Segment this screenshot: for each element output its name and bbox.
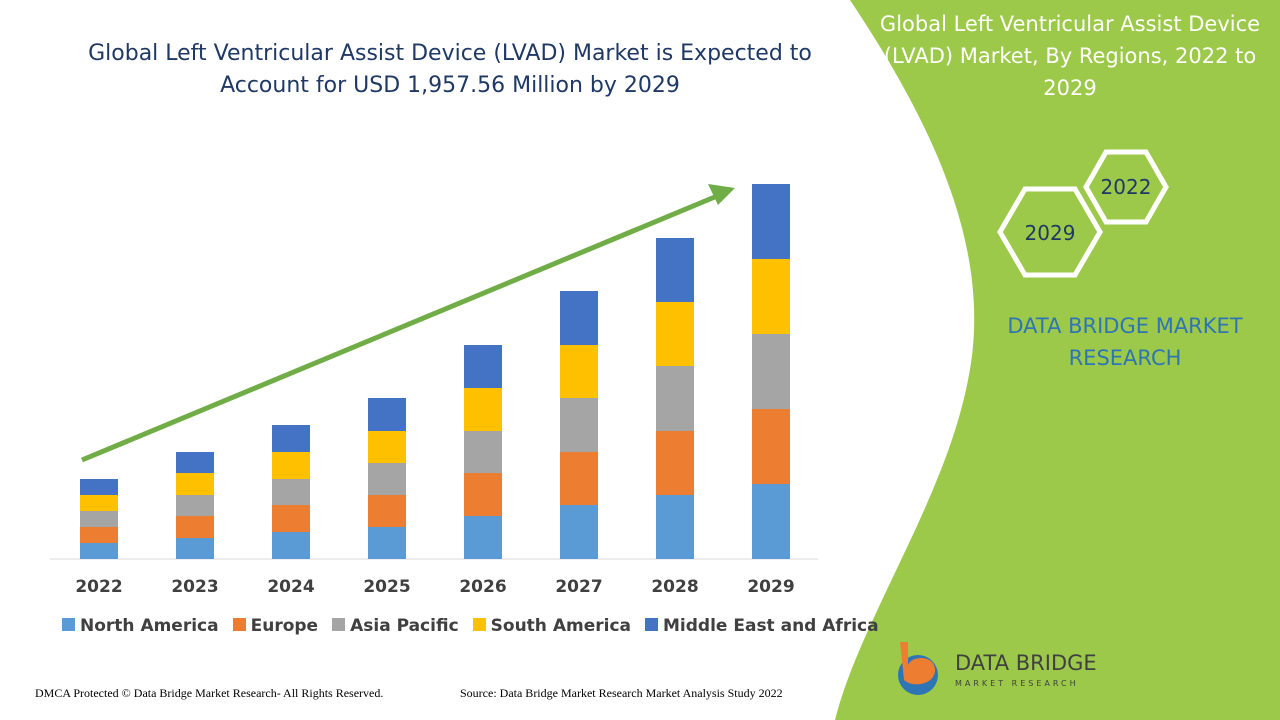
- arrow-head: [708, 184, 735, 205]
- bar-segment: [80, 495, 118, 511]
- x-tick-label: 2024: [267, 577, 314, 597]
- x-tick-label: 2023: [171, 577, 218, 597]
- x-tick-label: 2027: [555, 577, 602, 597]
- bar-segment: [176, 538, 214, 559]
- hexagon: [1083, 149, 1169, 225]
- bar-segment: [752, 484, 790, 559]
- hexagon: [997, 186, 1103, 278]
- bar-segment: [80, 479, 118, 495]
- bar-segment: [176, 473, 214, 495]
- legend-swatch: [62, 618, 75, 631]
- bar-segment: [656, 366, 694, 431]
- footer-dmca: DMCA Protected © Data Bridge Market Rese…: [35, 686, 384, 700]
- bar-segment: [464, 345, 502, 388]
- legend-swatch: [472, 618, 486, 631]
- side-panel: [835, 0, 1280, 720]
- footer-source: Source: Data Bridge Market Research Mark…: [460, 686, 783, 700]
- bar-segment: [368, 431, 406, 463]
- legend: North America Europe Asia Pacific South Ame…: [62, 616, 879, 636]
- bar-segment: [272, 505, 310, 532]
- x-tick-label: 2028: [651, 577, 698, 597]
- bar-segment: [368, 463, 406, 495]
- logo-tagline: MARKET RESEARCH: [955, 679, 1079, 688]
- x-tick-label: 2029: [747, 577, 794, 597]
- bar-segment: [656, 302, 694, 366]
- legend-item: Middle East and Africa: [645, 616, 879, 636]
- legend-item: South America: [472, 616, 631, 636]
- bar-segment: [464, 516, 502, 559]
- legend-label: Middle East and Africa: [663, 616, 879, 636]
- bar-segment: [80, 527, 118, 543]
- hexagon-label: 2029: [1025, 221, 1076, 245]
- x-tick-label: 2025: [363, 577, 410, 597]
- legend-item: Asia Pacific: [332, 616, 459, 636]
- logo-mark: [900, 642, 935, 685]
- legend-swatch: [332, 618, 346, 631]
- bar-segment: [368, 495, 406, 527]
- bar-segment: [272, 425, 310, 452]
- trend-arrow: [81, 191, 723, 463]
- bar-segment: [368, 398, 406, 431]
- bar-segment: [464, 473, 502, 516]
- bar-segment: [368, 527, 406, 559]
- legend-label: South America: [490, 616, 631, 636]
- bar-segment: [560, 398, 598, 452]
- legend-swatch: [645, 618, 658, 631]
- bar-segment: [176, 495, 214, 516]
- legend-label: Europe: [250, 616, 319, 636]
- bar-segment: [656, 431, 694, 495]
- bar-segment: [752, 184, 790, 259]
- bar-segment: [752, 259, 790, 334]
- bar-segment: [464, 388, 502, 431]
- bar-segment: [176, 516, 214, 538]
- bar-segment: [560, 345, 598, 398]
- bar-segment: [464, 431, 502, 473]
- brand: DATA BRIDGE MARKET RESEARCH: [1007, 314, 1243, 370]
- bar-segment: [560, 452, 598, 505]
- bar-segment: [656, 495, 694, 559]
- bar-segment: [272, 532, 310, 559]
- legend-item: Europe: [232, 616, 319, 636]
- bar-segment: [656, 238, 694, 302]
- logo-name: DATA BRIDGE: [955, 651, 1097, 675]
- panel-title: Global Left Ventricular Assist Device (L…: [879, 12, 1261, 100]
- x-tick-label: 2026: [459, 577, 506, 597]
- bar-segment: [752, 409, 790, 484]
- bar-segment: [80, 511, 118, 527]
- bar-segment: [176, 452, 214, 473]
- plot: 2022 2023 2024 2025 2026 2027 2028 2029: [75, 184, 795, 597]
- bar-segment: [560, 505, 598, 559]
- bar-segment: [752, 334, 790, 409]
- legend-label: North America: [80, 616, 219, 636]
- legend-swatch: [232, 618, 246, 631]
- hexagon-label: 2022: [1101, 175, 1152, 199]
- bar-segment: [272, 452, 310, 479]
- logo: DATA BRIDGE MARKET RESEARCH: [898, 642, 1097, 695]
- legend-item: North America: [62, 616, 219, 636]
- legend-label: Asia Pacific: [350, 616, 459, 636]
- chart-title: Global Left Ventricular Assist Device (L…: [88, 41, 812, 98]
- bar-segment: [272, 479, 310, 505]
- bar-segment: [560, 291, 598, 345]
- bar-segment: [80, 543, 118, 559]
- x-tick-label: 2022: [75, 577, 122, 597]
